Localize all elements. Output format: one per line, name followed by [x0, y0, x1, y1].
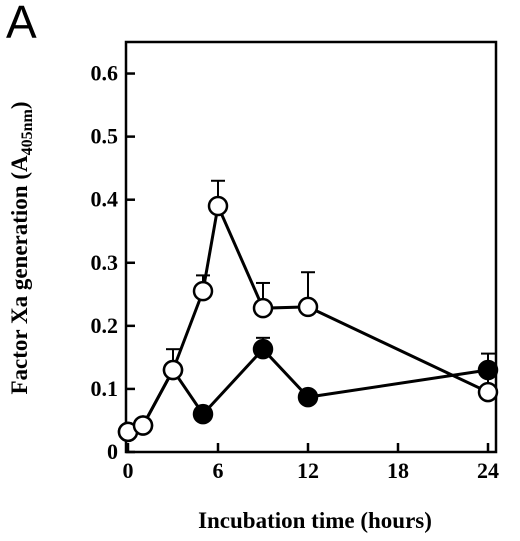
x-tick-label: 12 — [297, 458, 319, 483]
x-tick-label: 0 — [123, 458, 134, 483]
y-axis-title: Factor Xa generation (A405nm) — [7, 101, 36, 394]
x-axis-title: Incubation time (hours) — [198, 508, 432, 533]
series-open-point — [162, 359, 184, 381]
series-filled-point — [297, 386, 319, 408]
y-tick-label: 0.6 — [91, 61, 119, 86]
y-tick-label: 0.3 — [91, 250, 119, 275]
series-open-point — [252, 297, 274, 319]
series-filled-point — [477, 359, 499, 381]
series-filled-point — [192, 403, 214, 425]
y-tick-label: 0 — [107, 439, 118, 464]
y-tick-label: 0.2 — [91, 313, 119, 338]
series-open-point — [132, 415, 154, 436]
y-tick-label: 0.5 — [91, 124, 119, 149]
y-axis-title-subscript: 405nm — [19, 109, 36, 156]
series-open-point — [192, 280, 214, 302]
y-tick-label: 0.4 — [91, 187, 119, 212]
x-tick-label: 24 — [477, 458, 499, 483]
series-filled-point — [252, 338, 274, 360]
y-axis-title-main: Factor Xa generation (A — [7, 155, 32, 394]
panel-label: A — [6, 0, 37, 48]
y-axis-title-end: ) — [7, 101, 32, 109]
y-tick-label: 0.1 — [91, 376, 119, 401]
axes: 0 0.1 0.2 0.3 0.4 0.5 0.6 0 6 12 18 24 — [91, 40, 499, 483]
series-layer — [117, 179, 499, 443]
series-open-point — [207, 195, 229, 217]
series-open-point — [477, 381, 499, 403]
plot-frame — [124, 40, 498, 454]
x-tick-label: 18 — [387, 458, 409, 483]
x-tick-label: 6 — [213, 458, 224, 483]
series-open-point — [297, 296, 319, 318]
